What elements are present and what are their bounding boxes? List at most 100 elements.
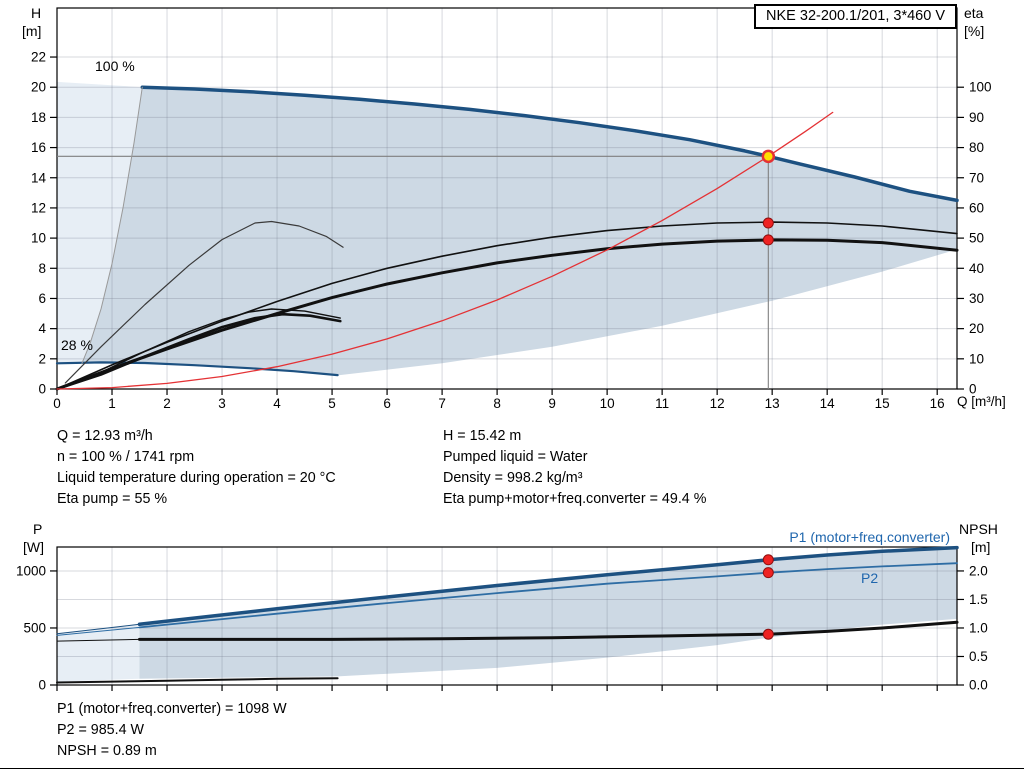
right-tick-label: 30 <box>969 291 984 306</box>
right-tick-label: 90 <box>969 110 984 125</box>
right-tick-label: 1.0 <box>969 620 988 635</box>
x-tick-label: 5 <box>328 396 336 411</box>
x-tick-label: 8 <box>493 396 501 411</box>
x-tick-label: 7 <box>438 396 446 411</box>
info-eta-total: Eta pump+motor+freq.converter = 49.4 % <box>443 491 707 507</box>
chart-1: 0 500 1000 0.0 0.5 1.0 1.5 2.0 <box>16 545 988 693</box>
right-tick-label: 60 <box>969 200 984 215</box>
eta-small-thick-curve <box>55 312 342 391</box>
result-npsh: NPSH = 0.89 m <box>57 743 157 759</box>
info-density: Density = 998.2 kg/m³ <box>443 470 583 486</box>
gridlines <box>57 8 957 389</box>
chart-frame <box>56 546 958 686</box>
p1-curve <box>137 545 959 627</box>
x-tick-label: 11 <box>655 396 669 411</box>
npsh-lead-line <box>56 638 140 642</box>
right-tick-label: 10 <box>969 351 984 366</box>
h-axis-unit: [m] <box>22 23 42 39</box>
q-axis-title: Q [m³/h] <box>957 394 1006 409</box>
info-flow: Q = 12.93 m³/h <box>57 428 153 444</box>
info-liquid: Pumped liquid = Water <box>443 449 588 465</box>
speed-28-label: 28 % <box>61 337 93 353</box>
left-tick-label: 2 <box>38 351 46 366</box>
eta-total-curve <box>55 238 959 391</box>
eta-arc-reduced-speed <box>64 220 344 384</box>
right-tick-label: 50 <box>969 231 984 246</box>
left-tick-label: 16 <box>31 140 46 155</box>
control-curve-red <box>56 111 834 390</box>
x-tick-label: 14 <box>820 396 836 411</box>
npsh-point <box>762 628 774 640</box>
right-tick-label: 2.0 <box>969 563 988 578</box>
x-tick-label: 1 <box>108 396 116 411</box>
pump-curve-100pct <box>140 85 959 203</box>
eta-pump-point <box>762 217 774 229</box>
envelope-light-region <box>57 81 143 364</box>
result-block: P1 (motor+freq.converter) = 1098 W P2 = … <box>57 699 287 762</box>
left-tick-label: 500 <box>23 620 46 635</box>
left-tick-label: 20 <box>31 80 46 95</box>
p-axis-unit: [W] <box>23 539 44 555</box>
right-tick-label: 40 <box>969 261 984 276</box>
info-temperature: Liquid temperature during operation = 20… <box>57 470 336 486</box>
x-tick-label: 9 <box>548 396 556 411</box>
left-tick-label: 0 <box>38 678 46 693</box>
envelope-left-edge <box>81 86 143 365</box>
p1-lead-line <box>56 623 140 635</box>
npsh-axis-title: NPSH <box>959 521 998 537</box>
npsh-curve <box>138 620 959 641</box>
right-tick-label: 0.0 <box>969 678 988 693</box>
right-tick-label: 0.5 <box>969 649 988 664</box>
chart-frame <box>56 7 958 390</box>
right-tick-label: 100 <box>969 80 992 95</box>
duty-point[interactable] <box>761 149 776 164</box>
eta-total-point <box>762 234 774 246</box>
left-tick-label: 6 <box>38 291 46 306</box>
result-p1: P1 (motor+freq.converter) = 1098 W <box>57 701 287 717</box>
envelope-light-region <box>57 624 140 682</box>
p-axis-title: P <box>33 521 43 537</box>
ticks: 0 500 1000 0.0 0.5 1.0 1.5 2.0 <box>16 563 988 692</box>
p-min-speed-curve <box>56 677 339 684</box>
envelope-main-region <box>81 87 958 376</box>
x-tick-label: 3 <box>218 396 226 411</box>
x-tick-label: 6 <box>383 396 391 411</box>
h-axis-title: H <box>31 5 42 21</box>
p2-point <box>762 567 774 579</box>
envelope-main-region <box>139 547 957 679</box>
eta-axis-title: eta <box>964 5 984 21</box>
x-tick-label: 12 <box>710 396 725 411</box>
left-tick-label: 14 <box>31 170 47 185</box>
p2-curve-label: P2 <box>861 570 879 586</box>
right-tick-label: 70 <box>969 170 984 185</box>
right-tick-label: 0 <box>969 382 977 397</box>
left-tick-label: 18 <box>31 110 46 125</box>
info-head: H = 15.42 m <box>443 428 522 444</box>
x-tick-label: 0 <box>53 396 61 411</box>
chart-0: 0 1 2 3 4 5 6 7 8 9 10 11 12 13 14 15 160246810121416182… <box>31 7 992 411</box>
eta-axis-unit: [%] <box>964 23 985 39</box>
left-tick-label: 10 <box>31 231 46 246</box>
duty-info-right: H = 15.42 m Pumped liquid = Water Densit… <box>443 426 706 510</box>
left-tick-label: 4 <box>38 321 46 336</box>
x-tick-label: 4 <box>273 396 281 411</box>
info-eta-pump: Eta pump = 55 % <box>57 491 168 507</box>
x-tick-label: 2 <box>163 396 171 411</box>
x-tick-label: 16 <box>930 396 945 411</box>
x-tick-label: 13 <box>765 396 780 411</box>
left-tick-label: 22 <box>31 50 46 65</box>
p2-curve <box>138 562 958 629</box>
left-tick-label: 1000 <box>16 563 46 578</box>
right-tick-label: 20 <box>969 321 984 336</box>
x-tick-label: 10 <box>600 396 615 411</box>
pump-curve-28pct <box>55 361 339 377</box>
eta-small-thin-curve <box>56 308 341 390</box>
pump-model-title: NKE 32-200.1/201, 3*460 V <box>754 4 957 29</box>
speed-100-label: 100 % <box>95 58 135 74</box>
right-tick-label: 1.5 <box>969 592 988 607</box>
right-tick-label: 80 <box>969 140 984 155</box>
p1-point <box>762 554 774 566</box>
p1-curve-label: P1 (motor+freq.converter) <box>789 529 950 545</box>
